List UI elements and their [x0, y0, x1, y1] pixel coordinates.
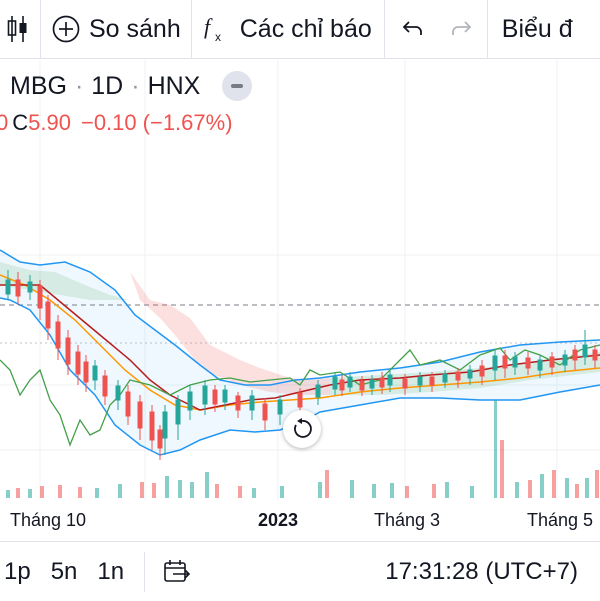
plus-circle-icon [52, 15, 80, 43]
toolbar-separator [383, 0, 385, 58]
clock-timezone[interactable]: 17:31:28 (UTC+7) [385, 557, 578, 585]
undo-button[interactable] [385, 0, 437, 58]
legend-dot: · [74, 71, 84, 100]
candles-icon [7, 16, 27, 42]
redo-button[interactable] [437, 0, 487, 58]
volume-bars [6, 400, 599, 498]
ma-line [0, 274, 600, 411]
lagging-span-line [0, 344, 600, 447]
close-prefix: C [12, 110, 29, 135]
toolbar-separator [486, 0, 488, 58]
bb-upper-line [0, 249, 600, 386]
change-value: −0.10 [80, 110, 137, 135]
compare-button[interactable]: So sánh [41, 0, 191, 58]
redo-icon [451, 21, 472, 35]
svg-text:f: f [204, 14, 213, 39]
interval-label[interactable]: 1D [91, 71, 124, 100]
chart-type-label: Biểu đ [501, 14, 573, 43]
fx-icon: f x [204, 14, 221, 44]
bottom-separator [144, 551, 146, 592]
bottom-bar: 1p 5n 1n 17:31:28 (UTC+7) [0, 541, 600, 601]
minus-icon[interactable] [222, 71, 253, 101]
legend-title-row: MBG · 1D · HNX [0, 64, 253, 108]
bb-lower-line [0, 297, 600, 456]
timeframe-5n[interactable]: 5n [50, 557, 78, 585]
legend-values-row: 0 C 5.90 −0.10 (−1.67%) [0, 108, 252, 138]
toolbar-separator [190, 0, 192, 58]
top-toolbar: So sánh f x Các chỉ báo Biểu đ [0, 0, 600, 59]
ichimoku-cloud-red [130, 272, 330, 395]
symbol-legend: MBG · 1D · HNX 0 C 5.90 −0.10 (−1.67%) [0, 64, 253, 138]
timeframe-1n[interactable]: 1n [97, 557, 125, 585]
calendar-goto-icon [164, 559, 191, 582]
candles [5, 270, 598, 460]
chart-area[interactable] [0, 0, 600, 540]
axis-label-may: Tháng 5 [527, 510, 594, 530]
axis-label-oct: Tháng 10 [10, 510, 87, 530]
undo-icon [402, 21, 422, 35]
indicators-button[interactable]: f x Các chỉ báo [192, 0, 384, 58]
partial-prev-value: 0 [0, 110, 9, 135]
reset-view-icon [294, 418, 312, 438]
reset-view-button[interactable] [283, 410, 321, 448]
close-value: 5.90 [28, 110, 71, 135]
time-axis[interactable]: Tháng 10 2023 Tháng 3 Tháng 5 [0, 500, 600, 540]
axis-label-mar: Tháng 3 [374, 510, 441, 530]
change-percent: (−1.67%) [142, 110, 233, 135]
symbol-name[interactable]: MBG [10, 71, 67, 100]
goto-date-button[interactable] [155, 559, 199, 585]
svg-text:x: x [215, 30, 221, 44]
chart-type-button[interactable]: Biểu đ [488, 0, 573, 58]
bb-fill [0, 250, 600, 455]
compare-label: So sánh [89, 14, 181, 43]
exchange-label: HNX [147, 71, 201, 100]
ichimoku-cloud-green [0, 262, 600, 395]
indicators-label: Các chỉ báo [239, 14, 372, 43]
timeframe-1p[interactable]: 1p [4, 557, 31, 585]
chart-style-button[interactable] [0, 0, 40, 58]
baseline-line [0, 284, 600, 411]
toolbar-separator [40, 0, 41, 58]
legend-dot: · [131, 71, 140, 100]
price-chart[interactable] [0, 0, 600, 540]
axis-label-2023: 2023 [258, 510, 299, 530]
